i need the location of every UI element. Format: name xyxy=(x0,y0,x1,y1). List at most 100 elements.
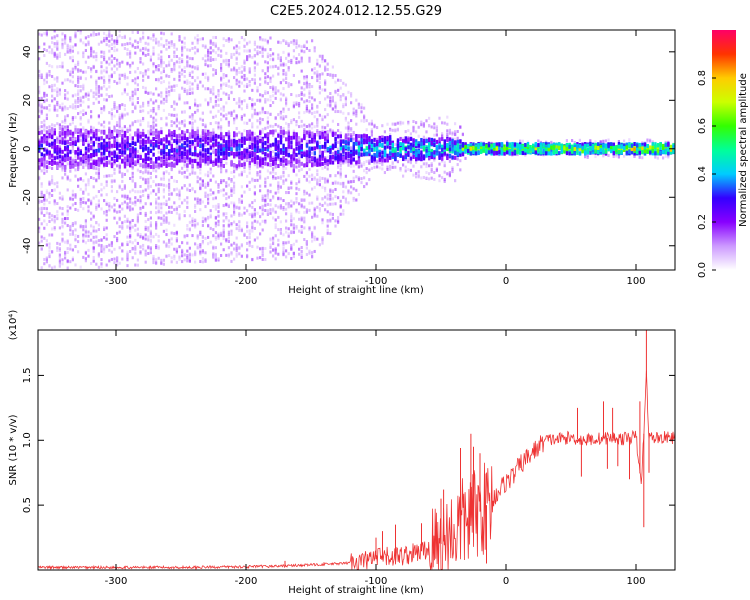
spectrogram-cell xyxy=(264,91,267,95)
spectrogram-cell xyxy=(259,131,262,136)
spectrogram-cell xyxy=(220,170,223,174)
spectrogram-cell xyxy=(84,163,87,167)
spectrogram-cell xyxy=(123,47,126,51)
spectrogram-cell xyxy=(300,49,303,53)
spectrogram-cell xyxy=(246,253,249,257)
spectrogram-cell xyxy=(186,234,189,238)
spectrogram-cell xyxy=(339,182,342,186)
spectrogram-cell xyxy=(108,144,111,149)
spectrogram-cell xyxy=(207,235,210,239)
spectrogram-cell xyxy=(71,75,74,79)
spectrogram-cell xyxy=(74,99,77,103)
spectrogram-cell xyxy=(92,134,95,139)
spectrogram-cell xyxy=(51,218,54,222)
spectrogram-cell xyxy=(204,162,207,166)
spectrogram-cell xyxy=(97,173,100,177)
spectrogram-cell xyxy=(147,100,150,104)
spectrogram-cell xyxy=(118,142,121,146)
spectrogram-cell xyxy=(175,180,178,184)
spectrogram-cell xyxy=(212,88,215,92)
spectrogram-cell xyxy=(264,184,267,188)
spectrogram-cell xyxy=(38,115,41,119)
spectrogram-cell xyxy=(321,156,324,161)
spectrogram-cell xyxy=(251,158,254,163)
spectrogram-cell xyxy=(214,99,217,103)
spectrogram-cell xyxy=(204,155,207,160)
spectrogram-cell xyxy=(313,98,316,102)
spectrogram-cell xyxy=(292,223,295,227)
spectrogram-cell xyxy=(282,181,285,185)
spectrogram-cell xyxy=(149,247,152,251)
spectrogram-cell xyxy=(196,201,199,205)
spectrogram-cell xyxy=(139,163,142,168)
spectrogram-cell xyxy=(298,154,301,158)
spectrogram-cell xyxy=(181,121,184,125)
spectrogram-cell xyxy=(149,202,152,206)
spectrogram-cell xyxy=(209,56,212,60)
spectrogram-cell xyxy=(313,115,316,119)
spectrogram-cell xyxy=(233,66,236,70)
spectrogram-cell xyxy=(45,243,48,247)
spectrogram-cell xyxy=(279,56,282,60)
spectrogram-cell xyxy=(51,74,54,78)
spectrogram-cell xyxy=(305,83,308,87)
spectrogram-cell xyxy=(196,67,199,71)
spectrogram-cell xyxy=(61,224,64,228)
spectrogram-cell xyxy=(230,68,233,72)
spectrogram-cell xyxy=(61,220,64,224)
spectrogram-cell xyxy=(321,176,324,180)
spectrogram-cell xyxy=(292,226,295,230)
spectrogram-cell xyxy=(82,113,85,117)
spectrogram-cell xyxy=(212,162,215,167)
spectrogram-cell xyxy=(266,211,269,215)
spectrogram-cell xyxy=(129,70,132,74)
spectrogram-cell xyxy=(269,149,272,153)
spectrogram-cell xyxy=(175,145,178,149)
spectrogram-cell xyxy=(292,255,295,259)
spectrogram-cell xyxy=(165,254,168,258)
spectrogram-cell xyxy=(243,113,246,117)
spectrogram-cell xyxy=(209,97,212,101)
spectrogram-cell xyxy=(40,190,43,194)
spectrogram-cell xyxy=(282,109,285,113)
spectrogram-cell xyxy=(220,126,223,130)
spectrogram-cell xyxy=(264,38,267,42)
spectrogram-cell xyxy=(191,125,194,129)
spectrogram-cell xyxy=(207,58,210,62)
spectrogram-cell xyxy=(105,141,108,146)
spectrogram-cell xyxy=(303,238,306,242)
spectrogram-cell xyxy=(251,142,254,147)
spectrogram-cell xyxy=(173,154,176,159)
spectrogram-cell xyxy=(173,231,176,235)
spectrogram-cell xyxy=(204,59,207,63)
spectrogram-cell xyxy=(123,130,127,135)
spectrogram-cell xyxy=(108,62,111,66)
spectrogram-cell xyxy=(235,252,238,256)
spectrogram-cell xyxy=(97,252,100,256)
spectrogram-cell xyxy=(259,215,262,219)
spectrogram-cell xyxy=(308,91,311,95)
spectrogram-cell xyxy=(313,138,316,143)
spectrogram-cell xyxy=(277,157,280,161)
spectrogram-cell xyxy=(204,72,207,76)
spectrogram-cell xyxy=(295,94,298,98)
spectrogram-cell xyxy=(82,109,85,113)
spectrogram-cell xyxy=(337,88,340,92)
spectrogram-cell xyxy=(246,152,249,157)
spectrogram-cell xyxy=(186,200,189,204)
spectrogram-cell xyxy=(313,176,316,180)
spectrogram-cell xyxy=(251,205,254,209)
spectrogram-cell xyxy=(279,220,282,224)
spectrogram-cell xyxy=(217,121,220,125)
spectrogram-cell xyxy=(188,227,191,231)
spectrogram-cell xyxy=(149,216,152,220)
spectrogram-cell xyxy=(149,171,152,175)
spectrogram-cell xyxy=(259,148,262,153)
spectrogram-cell xyxy=(225,155,228,160)
spectrogram-cell xyxy=(212,197,215,201)
spectrogram-cell xyxy=(188,71,191,75)
spectrogram-cell xyxy=(321,238,324,242)
spectrogram-cell xyxy=(326,146,329,151)
spectrogram-cell xyxy=(233,170,236,174)
spectrogram-cell xyxy=(157,216,160,220)
